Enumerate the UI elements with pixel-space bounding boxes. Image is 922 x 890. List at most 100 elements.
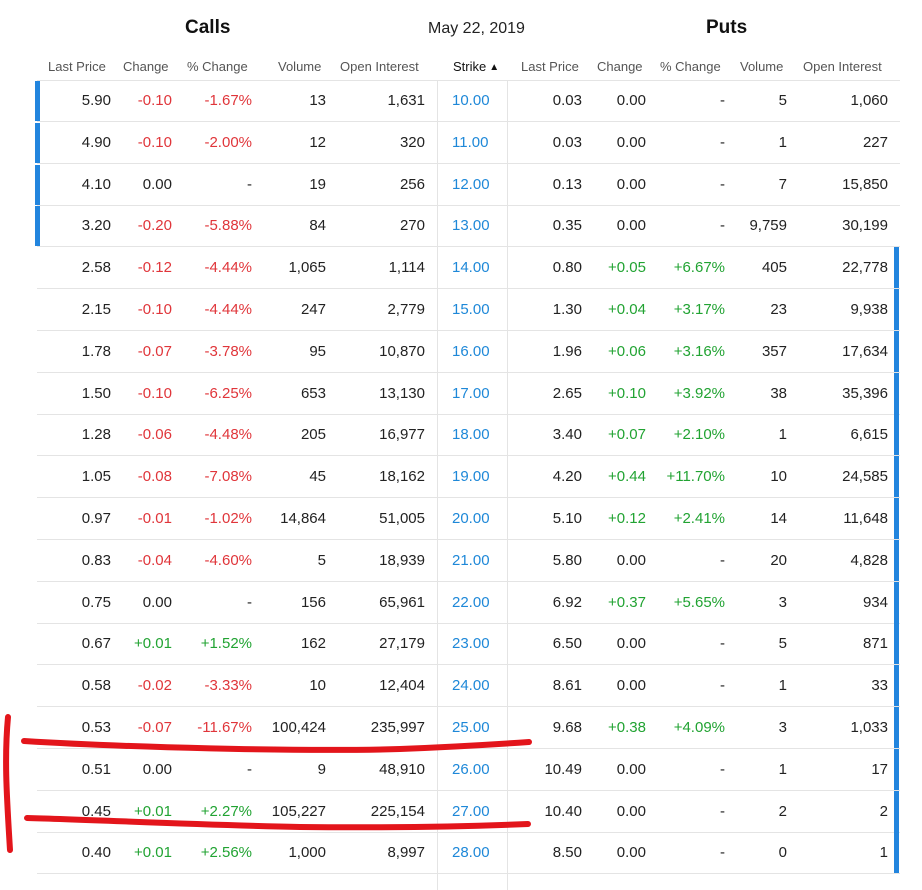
in-the-money-indicator <box>894 498 899 540</box>
strike-price[interactable]: 25.00 <box>452 719 490 736</box>
col-put-open-interest[interactable]: Open Interest <box>803 59 882 74</box>
strike-price[interactable]: 10.00 <box>452 92 490 109</box>
put-open-interest: 30,199 <box>842 217 888 235</box>
col-put-pct-change[interactable]: % Change <box>660 59 721 74</box>
table-row[interactable]: 2.15 -0.10 -4.44% 247 2,779 15.00 1.30 +0.04 +3.… <box>0 289 922 331</box>
table-row[interactable]: 0.83 -0.04 -4.60% 5 18,939 21.00 5.80 0.00 - 20 4,… <box>0 539 922 582</box>
table-row[interactable]: 0.58 -0.02 -3.33% 10 12,404 24.00 8.61 0.00 - 1 33 <box>0 665 922 708</box>
strike-price[interactable]: 16.00 <box>452 342 490 360</box>
col-strike[interactable]: Strike ▲ <box>453 59 499 74</box>
strike-price[interactable]: 26.00 <box>452 760 490 778</box>
strike-price[interactable]: 27.00 <box>452 802 490 820</box>
call-last-price: 0.45 <box>81 802 111 820</box>
call-change: -0.20 <box>137 217 172 235</box>
table-row[interactable]: 0.97 -0.01 -1.02% 14,864 51,005 20.00 5.10 +0.1… <box>0 498 922 540</box>
call-pct-change: -2.00% <box>204 133 252 151</box>
table-row[interactable]: 4.90 -0.10 -2.00% 12 320 11.00 0.03 0.00 - 1 227 <box>0 122 922 164</box>
put-open-interest: 35,396 <box>842 384 888 402</box>
row-divider <box>37 121 900 122</box>
call-last-price: 4.90 <box>81 133 111 151</box>
call-open-interest: 65,961 <box>379 593 425 611</box>
table-row[interactable]: 1.78 -0.07 -3.78% 95 10,870 16.00 1.96 +0.06 +3.… <box>0 330 922 373</box>
strike-price[interactable]: 21.00 <box>452 551 490 569</box>
call-open-interest: 235,997 <box>370 719 425 736</box>
col-put-last-price[interactable]: Last Price <box>521 59 579 74</box>
table-row[interactable]: 0.67 +0.01 +1.52% 162 27,179 23.00 6.50 0.00 - 5 8… <box>0 623 922 666</box>
call-pct-change: -1.67% <box>204 92 252 109</box>
put-pct-change: +3.92% <box>673 384 725 402</box>
strike-price[interactable]: 18.00 <box>452 426 490 444</box>
put-change: 0.00 <box>616 551 646 569</box>
call-change: +0.01 <box>134 635 172 653</box>
put-pct-change: +6.67% <box>673 259 725 277</box>
put-volume: 10 <box>770 468 787 486</box>
call-pct-change: -11.67% <box>197 719 252 736</box>
strike-price[interactable]: 15.00 <box>452 301 490 318</box>
expiration-date[interactable]: May 22, 2019 <box>428 20 525 37</box>
call-volume: 1,000 <box>288 844 326 862</box>
strike-price[interactable]: 28.00 <box>452 844 490 862</box>
strike-price[interactable]: 12.00 <box>452 175 490 193</box>
col-call-pct-change[interactable]: % Change <box>187 59 248 74</box>
put-pct-change: - <box>720 175 725 193</box>
put-volume: 5 <box>778 635 787 653</box>
call-open-interest: 27,179 <box>379 635 425 653</box>
call-pct-change: -4.44% <box>204 259 252 277</box>
col-put-volume[interactable]: Volume <box>740 59 784 74</box>
table-row[interactable]: 4.10 0.00 - 19 256 12.00 0.13 0.00 - 7 15,850 <box>0 164 922 206</box>
call-open-interest: 10,870 <box>379 342 425 360</box>
call-last-price: 1.28 <box>81 426 111 444</box>
put-pct-change: +5.65% <box>673 593 725 611</box>
put-pct-change: - <box>720 635 725 653</box>
col-call-volume[interactable]: Volume <box>278 59 322 74</box>
put-last-price: 0.03 <box>552 92 582 109</box>
table-row[interactable]: 1.28 -0.06 -4.48% 205 16,977 18.00 3.40 +0.07 +2… <box>0 414 922 457</box>
col-put-change[interactable]: Change <box>597 59 643 74</box>
table-row[interactable]: 0.45 +0.01 +2.27% 105,227 225,154 27.00 10.40 0… <box>0 790 922 833</box>
call-open-interest: 18,162 <box>379 468 425 486</box>
call-pct-change: - <box>247 175 252 193</box>
strike-price[interactable]: 23.00 <box>452 635 490 653</box>
in-the-money-indicator <box>35 122 40 163</box>
in-the-money-indicator <box>894 372 899 415</box>
put-open-interest: 17,634 <box>842 342 888 360</box>
strike-price[interactable]: 13.00 <box>452 217 490 235</box>
put-pct-change: - <box>720 802 725 820</box>
strike-price[interactable]: 20.00 <box>452 510 490 527</box>
put-pct-change: - <box>720 551 725 569</box>
call-volume: 10 <box>309 677 326 695</box>
call-open-interest: 16,977 <box>379 426 425 444</box>
table-row[interactable]: 2.58 -0.12 -4.44% 1,065 1,114 14.00 0.80 +0.05 +… <box>0 247 922 290</box>
call-open-interest: 1,114 <box>388 259 425 277</box>
table-row[interactable]: 0.51 0.00 - 9 48,910 26.00 10.49 0.00 - 1 17 <box>0 748 922 791</box>
in-the-money-indicator <box>35 206 40 247</box>
strike-price[interactable]: 22.00 <box>452 593 490 611</box>
put-last-price: 1.96 <box>552 342 582 360</box>
col-call-change[interactable]: Change <box>123 59 169 74</box>
call-last-price: 3.20 <box>81 217 111 235</box>
strike-right-divider <box>507 80 508 890</box>
strike-price[interactable]: 17.00 <box>452 384 490 402</box>
call-change: -0.08 <box>137 468 172 486</box>
table-row[interactable]: 1.50 -0.10 -6.25% 653 13,130 17.00 2.65 +0.10 +3… <box>0 372 922 415</box>
strike-price[interactable]: 19.00 <box>452 468 490 486</box>
call-pct-change: - <box>247 760 252 778</box>
call-open-interest: 270 <box>399 217 425 235</box>
header-divider <box>37 80 900 81</box>
call-volume: 5 <box>317 551 326 569</box>
strike-price[interactable]: 14.00 <box>452 259 490 277</box>
table-row[interactable]: 0.53 -0.07 -11.67% 100,424 235,997 25.00 9.68 +… <box>0 707 922 749</box>
table-row[interactable]: 5.90 -0.10 -1.67% 13 1,631 10.00 0.03 0.00 - 5 1,0… <box>0 80 922 122</box>
table-row[interactable]: 0.40 +0.01 +2.56% 1,000 8,997 28.00 8.50 0.00 - 0… <box>0 832 922 875</box>
call-last-price: 0.97 <box>81 510 111 527</box>
col-call-last-price[interactable]: Last Price <box>48 59 106 74</box>
table-row[interactable]: 3.20 -0.20 -5.88% 84 270 13.00 0.35 0.00 - 9,759 3… <box>0 205 922 248</box>
call-volume: 45 <box>309 468 326 486</box>
call-change: -0.10 <box>137 92 172 109</box>
col-call-open-interest[interactable]: Open Interest <box>340 59 419 74</box>
table-row[interactable]: 0.75 0.00 - 156 65,961 22.00 6.92 +0.37 +5.65% 3 9… <box>0 581 922 624</box>
strike-price[interactable]: 24.00 <box>452 677 490 695</box>
strike-price[interactable]: 11.00 <box>452 133 489 151</box>
put-open-interest: 24,585 <box>842 468 888 486</box>
table-row[interactable]: 1.05 -0.08 -7.08% 45 18,162 19.00 4.20 +0.44 +11… <box>0 456 922 499</box>
